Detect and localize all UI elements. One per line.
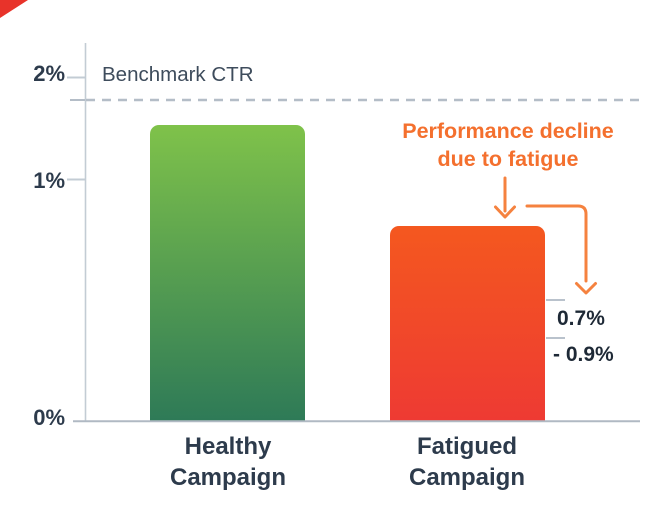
fatigued-campaign-label: Fatigued Campaign xyxy=(357,431,577,493)
benchmark-ctr-label: Benchmark CTR xyxy=(102,63,254,86)
corner-accent-triangle-icon xyxy=(0,0,28,18)
fatigued-label-line-2: Campaign xyxy=(408,464,525,491)
fatigued-label-line-1: Fatigued xyxy=(417,433,517,460)
performance-decline-annotation: Performance decline due to fatigue xyxy=(358,117,658,173)
ctr-decline-value: - 0.9% xyxy=(553,343,614,366)
elbow-arrow-head-icon xyxy=(575,282,597,295)
healthy-campaign-bar xyxy=(150,125,305,421)
healthy-label-line-1: Healthy xyxy=(184,433,272,460)
annotation-line-1: Performance decline xyxy=(402,119,614,143)
ytick-label-2pct: 2% xyxy=(33,61,65,86)
corner-accent-shape xyxy=(0,0,28,18)
down-arrow-head-icon xyxy=(494,205,516,219)
annotation-line-2: due to fatigue xyxy=(437,147,579,171)
ytick-label-0pct: 0% xyxy=(33,405,65,430)
fatigued-ctr-value: 0.7% xyxy=(557,307,605,330)
healthy-label-line-2: Campaign xyxy=(169,464,286,491)
healthy-campaign-label: Healthy Campaign xyxy=(118,431,338,493)
ytick-label-1pct: 1% xyxy=(33,168,65,193)
fatigued-campaign-bar xyxy=(390,226,545,421)
